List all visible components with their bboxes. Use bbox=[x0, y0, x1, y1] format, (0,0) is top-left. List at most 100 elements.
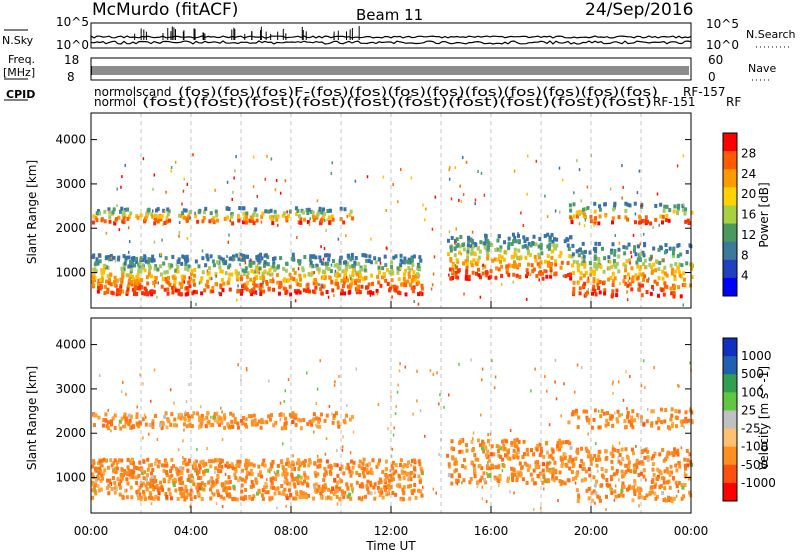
data-cell bbox=[177, 288, 181, 293]
data-cell bbox=[679, 419, 683, 424]
data-cell bbox=[219, 256, 223, 261]
data-cell bbox=[416, 272, 420, 277]
data-cell bbox=[559, 455, 563, 460]
data-cell bbox=[297, 460, 301, 465]
data-cell bbox=[255, 255, 259, 260]
data-cell bbox=[658, 485, 662, 490]
data-cell bbox=[305, 207, 309, 212]
data-cell bbox=[139, 213, 143, 218]
noise-cell bbox=[183, 428, 185, 432]
data-cell bbox=[196, 411, 200, 416]
data-cell bbox=[273, 256, 277, 261]
noise-cell bbox=[190, 361, 192, 365]
data-cell bbox=[587, 486, 591, 491]
data-cell bbox=[484, 237, 488, 242]
data-cell bbox=[597, 286, 601, 291]
noise-cell bbox=[530, 389, 532, 393]
data-cell bbox=[357, 496, 361, 501]
noise-cell bbox=[114, 259, 117, 263]
data-cell bbox=[171, 290, 175, 295]
data-cell bbox=[349, 483, 353, 488]
noise-cell bbox=[182, 189, 185, 193]
data-cell bbox=[513, 440, 517, 445]
data-cell bbox=[192, 282, 196, 287]
data-cell bbox=[104, 458, 108, 463]
data-cell bbox=[609, 250, 613, 255]
data-cell bbox=[340, 479, 344, 484]
data-cell bbox=[610, 264, 614, 269]
data-cell bbox=[643, 455, 647, 460]
data-cell bbox=[316, 464, 320, 469]
data-cell bbox=[615, 469, 619, 474]
data-cell bbox=[672, 209, 676, 214]
data-cell bbox=[464, 276, 468, 281]
noise-cell bbox=[611, 487, 613, 491]
data-cell bbox=[180, 274, 184, 279]
colorbar-swatch bbox=[723, 151, 737, 170]
data-cell bbox=[350, 470, 354, 475]
data-cell bbox=[129, 414, 133, 419]
data-cell bbox=[525, 268, 529, 273]
data-cell bbox=[676, 265, 680, 270]
data-cell bbox=[322, 488, 326, 493]
data-cell bbox=[512, 239, 516, 244]
data-cell bbox=[681, 485, 685, 490]
data-cell bbox=[626, 272, 630, 277]
velocity-time-gridlines bbox=[140, 318, 642, 513]
noise-cell bbox=[184, 256, 186, 260]
data-cell bbox=[653, 491, 657, 496]
data-cell bbox=[230, 213, 234, 218]
noise-cell bbox=[169, 388, 172, 392]
data-cell bbox=[311, 289, 315, 294]
data-cell bbox=[322, 214, 326, 219]
data-cell bbox=[132, 255, 136, 260]
noise-cell bbox=[622, 185, 624, 189]
noise-cell bbox=[279, 418, 282, 422]
data-cell bbox=[215, 411, 219, 416]
data-cell bbox=[248, 471, 252, 476]
noise-cell bbox=[276, 506, 278, 510]
data-cell bbox=[655, 281, 659, 286]
data-cell bbox=[107, 255, 111, 260]
colorbar-frame bbox=[722, 132, 738, 297]
data-cell bbox=[570, 469, 574, 474]
data-cell bbox=[130, 282, 134, 287]
data-cell bbox=[634, 252, 638, 257]
data-cell bbox=[399, 263, 403, 268]
data-cell bbox=[174, 288, 178, 293]
data-cell bbox=[128, 264, 132, 269]
data-cell bbox=[266, 490, 270, 495]
data-cell bbox=[582, 207, 586, 212]
data-cell bbox=[228, 486, 232, 491]
data-cell bbox=[271, 460, 275, 465]
data-cell bbox=[332, 416, 336, 421]
data-cell bbox=[329, 489, 333, 494]
noise-cell bbox=[621, 413, 623, 417]
noise-cell bbox=[485, 499, 488, 503]
data-cell bbox=[268, 497, 272, 502]
data-cell bbox=[384, 475, 388, 480]
noise-cell bbox=[474, 202, 476, 206]
data-cell bbox=[512, 272, 516, 277]
data-cell bbox=[124, 417, 128, 422]
data-cell bbox=[620, 484, 624, 489]
noise-cell bbox=[617, 380, 620, 384]
data-cell bbox=[201, 459, 205, 464]
data-cell bbox=[394, 254, 398, 259]
noise-cell bbox=[640, 203, 643, 207]
data-cell bbox=[266, 271, 270, 276]
data-cell bbox=[313, 485, 317, 490]
data-cell bbox=[201, 219, 205, 224]
data-cell bbox=[291, 252, 295, 257]
data-cell bbox=[274, 487, 278, 492]
data-cell bbox=[569, 445, 573, 450]
data-cell bbox=[241, 416, 245, 421]
noise-cell bbox=[558, 166, 561, 170]
data-cell bbox=[569, 235, 573, 240]
data-cell bbox=[408, 473, 412, 478]
noise-cell bbox=[612, 444, 614, 448]
data-cell bbox=[169, 469, 173, 474]
data-cell bbox=[664, 498, 668, 503]
data-cell bbox=[97, 415, 101, 420]
data-cell bbox=[642, 468, 646, 473]
